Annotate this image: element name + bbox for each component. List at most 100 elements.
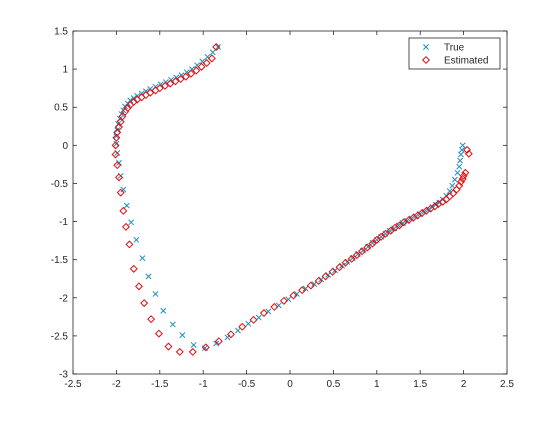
y-tick-label: -1: [59, 217, 68, 228]
estimated-point-59: [116, 188, 125, 197]
true-point-47: [213, 340, 220, 347]
estimated-point-38: [298, 286, 307, 295]
estimated-point-81: [171, 77, 180, 86]
estimated-point-67: [116, 117, 125, 126]
true-point-49: [190, 342, 197, 348]
estimated-point-3: [459, 171, 468, 180]
estimated-point-70: [123, 103, 132, 112]
estimated-point-21: [395, 221, 404, 230]
estimated-point-56: [125, 240, 134, 249]
legend-true-label: True: [444, 43, 465, 54]
axes: -2.5 -2 -1.5 -1 -0.5 0 0.5 1 1.5 2 2.5-3-2.5-2-1.5…: [51, 27, 515, 391]
true-point-55: [139, 255, 146, 262]
marker-stroke: [457, 157, 464, 164]
true-point-54: [145, 273, 152, 280]
estimated-point-23: [386, 226, 395, 235]
marker-stroke: [116, 159, 122, 166]
estimated-point-20: [399, 218, 408, 227]
estimated-point-39: [289, 291, 298, 300]
x-tick-label: 1.5: [413, 379, 427, 390]
estimated-point-4: [458, 174, 467, 183]
y-tick-label: -2: [59, 293, 68, 304]
x-tick-label: 2: [461, 379, 467, 390]
estimated-point-25: [377, 232, 386, 241]
marker-stroke: [127, 97, 134, 104]
marker-stroke: [169, 321, 176, 328]
marker-stroke: [199, 58, 206, 65]
estimated-point-16: [417, 209, 426, 218]
marker-stroke: [145, 273, 152, 280]
true-point-15: [421, 208, 428, 215]
true-point-14: [425, 206, 432, 213]
true-point-5: [454, 169, 461, 176]
true-point-2: [458, 151, 464, 158]
true-point-6: [451, 176, 458, 183]
marker-stroke: [179, 332, 186, 339]
true-point-65: [114, 127, 121, 134]
marker-stroke: [421, 208, 428, 215]
marker-stroke: [302, 285, 309, 292]
marker-stroke: [458, 151, 464, 158]
estimated-point-62: [111, 150, 120, 159]
marker-stroke: [194, 62, 201, 69]
marker-stroke: [133, 236, 140, 243]
estimated-point-65: [113, 128, 122, 137]
marker-stroke: [201, 345, 208, 352]
estimated-point-58: [119, 206, 128, 215]
marker-stroke: [255, 314, 262, 321]
estimated-point-41: [270, 302, 279, 311]
marker-stroke: [454, 169, 461, 176]
estimated-point-42: [259, 309, 268, 318]
y-tick-label: 1.5: [54, 27, 68, 38]
x-tick-label: -1: [199, 379, 208, 390]
estimated-point-32: [341, 258, 350, 267]
true-point-61: [116, 159, 122, 166]
estimated-point-10: [442, 195, 451, 204]
marker-stroke: [204, 53, 211, 60]
legend-box: [408, 37, 501, 70]
estimated-point-1: [464, 149, 473, 158]
marker-stroke: [425, 206, 432, 213]
marker-stroke: [139, 255, 146, 262]
estimated-point-64: [112, 133, 121, 142]
estimated-point-54: [134, 282, 143, 291]
true-point-43: [255, 314, 262, 321]
y-tick-label: 1: [62, 65, 68, 76]
marker-stroke: [113, 140, 120, 147]
x-tick-label: -1.5: [151, 379, 169, 390]
marker-stroke: [245, 320, 252, 327]
estimated-point-60: [114, 173, 124, 182]
estimated-point-76: [146, 88, 155, 97]
plot-area: [73, 31, 507, 374]
estimated-point-34: [328, 267, 337, 276]
marker-stroke: [408, 215, 415, 222]
true-point-45: [234, 327, 241, 334]
estimated-point-13: [430, 202, 439, 211]
estimated-point-40: [279, 296, 288, 305]
marker-stroke: [128, 219, 135, 226]
estimated-point-50: [164, 342, 173, 351]
true-point-89: [209, 49, 216, 56]
marker-stroke: [209, 49, 216, 56]
marker-stroke: [114, 127, 121, 134]
legend: True Estimated: [408, 37, 501, 70]
estimated-point-31: [347, 254, 356, 263]
x-tick-label: -0.5: [238, 379, 256, 390]
true-point-50: [179, 332, 186, 339]
true-point-72: [127, 97, 134, 104]
x-tick-label: 0.5: [326, 379, 340, 390]
estimated-point-55: [129, 264, 138, 273]
true-point-3: [457, 157, 464, 164]
marker-stroke: [417, 210, 424, 217]
true-point-53: [152, 291, 159, 297]
x-tick-label: -2.5: [64, 379, 82, 390]
marker-stroke: [152, 291, 159, 297]
marker-stroke: [120, 186, 127, 193]
true-point-51: [169, 321, 176, 328]
estimated-point-29: [358, 247, 367, 256]
true-point-4: [456, 163, 463, 170]
true-point-90: [215, 44, 221, 50]
estimated-point-19: [404, 216, 413, 225]
x-tick-label: 2.5: [500, 379, 514, 390]
estimated-point-14: [426, 204, 435, 213]
